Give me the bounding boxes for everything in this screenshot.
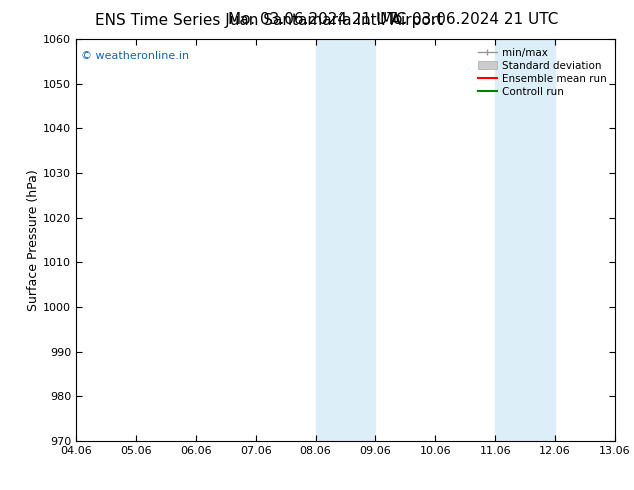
Bar xyxy=(316,39,346,441)
Bar xyxy=(525,39,555,441)
Bar xyxy=(346,39,375,441)
Text: © weatheronline.in: © weatheronline.in xyxy=(81,51,190,61)
Legend: min/max, Standard deviation, Ensemble mean run, Controll run: min/max, Standard deviation, Ensemble me… xyxy=(475,45,610,100)
Y-axis label: Surface Pressure (hPa): Surface Pressure (hPa) xyxy=(27,169,41,311)
Text: Mo. 03.06.2024 21 UTC: Mo. 03.06.2024 21 UTC xyxy=(228,12,406,27)
Text: ENS Time Series Juan Santamaría Intl. Airport: ENS Time Series Juan Santamaría Intl. Ai… xyxy=(95,12,443,28)
Text: Mo. 03.06.2024 21 UTC: Mo. 03.06.2024 21 UTC xyxy=(380,12,558,27)
Bar xyxy=(495,39,525,441)
